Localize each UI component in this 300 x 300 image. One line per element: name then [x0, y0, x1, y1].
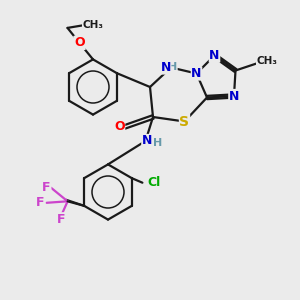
Text: CH₃: CH₃ — [82, 20, 103, 30]
Text: N: N — [160, 61, 171, 74]
Text: N: N — [191, 67, 202, 80]
Text: O: O — [74, 36, 85, 50]
Text: F: F — [36, 196, 45, 209]
Text: Cl: Cl — [148, 176, 161, 189]
Text: H: H — [154, 137, 163, 148]
Text: N: N — [209, 49, 220, 62]
Text: H: H — [168, 62, 177, 73]
Text: O: O — [74, 36, 85, 50]
Text: N: N — [229, 89, 239, 103]
Text: N: N — [142, 134, 152, 148]
Text: O: O — [114, 119, 125, 133]
Text: S: S — [179, 115, 190, 128]
Text: CH₃: CH₃ — [256, 56, 278, 67]
Text: F: F — [42, 181, 51, 194]
Text: F: F — [57, 213, 66, 226]
